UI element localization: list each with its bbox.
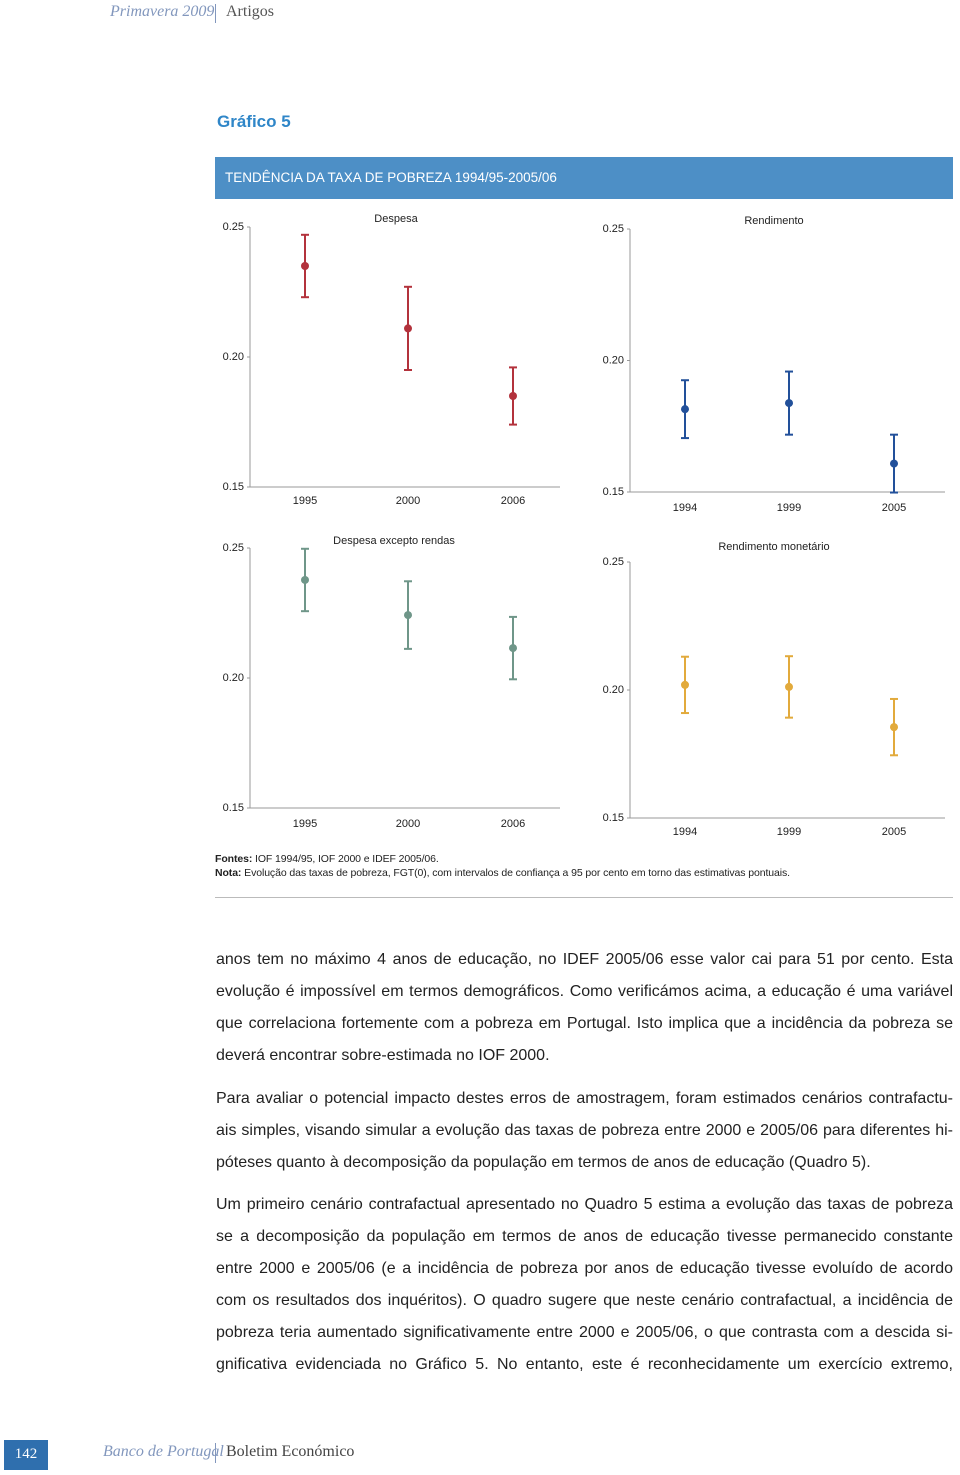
chart-title: Despesa <box>374 213 418 225</box>
text-line: Um primeiro cenário contrafactual aprese… <box>216 1196 953 1213</box>
section: Artigos <box>226 3 274 20</box>
figure-title: Gráfico 5 <box>217 112 291 131</box>
sources: Fontes: IOF 1994/95, IOF 2000 e IDEF 200… <box>215 853 439 865</box>
text-line: póteses quanto à decomposição da populaç… <box>216 1154 871 1171</box>
text-line: Para avaliar o potencial impacto destes … <box>216 1090 953 1107</box>
text-line: que correlaciona fortemente com a pobrez… <box>216 1015 953 1032</box>
text-line: evolução é impossível em termos demográf… <box>216 983 953 1000</box>
x-tick-label: 2000 <box>396 495 420 507</box>
point <box>890 459 898 468</box>
note-text: Evolução das taxas de pobreza, FGT(0), c… <box>244 867 790 879</box>
y-tick-label: 0.25 <box>603 223 624 235</box>
x-tick-label: 2005 <box>882 826 906 838</box>
x-tick-label: 1995 <box>293 495 317 507</box>
x-tick-label: 1995 <box>293 818 317 830</box>
sources-text: IOF 1994/95, IOF 2000 e IDEF 2005/06. <box>255 853 439 865</box>
page-number: 142 <box>14 1446 38 1462</box>
y-tick-label: 0.20 <box>603 684 624 696</box>
y-tick-label: 0.25 <box>223 221 244 233</box>
point <box>785 399 793 408</box>
y-tick-label: 0.15 <box>223 481 244 493</box>
issue: Primavera 2009 <box>110 3 215 20</box>
text-line: entre 2000 e 2005/06 (e a incidência de … <box>216 1260 953 1277</box>
point <box>785 682 793 691</box>
y-tick-label: 0.15 <box>603 812 624 824</box>
point <box>681 680 689 689</box>
note: Nota: Evolução das taxas de pobreza, FGT… <box>215 867 790 879</box>
chart-title: Rendimento <box>744 215 803 227</box>
text-line: anos tem no máximo 4 anos de educação, n… <box>216 951 953 968</box>
rule <box>215 897 953 898</box>
separator <box>215 4 216 23</box>
text-line: ais simples, visando simular a evolução … <box>216 1122 953 1139</box>
publication: Boletim Económico <box>226 1443 355 1460</box>
chart-title: Despesa excepto rendas <box>333 535 455 547</box>
x-tick-label: 2006 <box>501 818 525 830</box>
point <box>681 405 689 414</box>
y-tick-label: 0.25 <box>223 542 244 554</box>
note-label: Nota: <box>215 867 242 879</box>
text-line: deverá encontrar sobre-estimada no IOF 2… <box>216 1047 550 1064</box>
y-tick-label: 0.15 <box>223 802 244 814</box>
y-tick-label: 0.20 <box>223 672 244 684</box>
point <box>301 262 309 270</box>
banner <box>215 157 953 199</box>
x-tick-label: 2000 <box>396 818 420 830</box>
x-tick-label: 1994 <box>673 826 697 838</box>
point <box>301 575 309 584</box>
x-tick-label: 2006 <box>501 495 525 507</box>
sources-label: Fontes: <box>215 853 253 865</box>
publisher: Banco de Portugal <box>103 1443 224 1460</box>
text-line: gnificativa evidenciada no Gráfico 5. No… <box>216 1356 953 1373</box>
point <box>509 392 517 400</box>
text-line: com os resultados dos inquéritos). O qua… <box>216 1292 953 1309</box>
y-tick-label: 0.15 <box>603 486 624 498</box>
charts: Despesa 0.15 0.20 0.25 1995 2000 2006 Rendiment… <box>223 213 945 838</box>
point <box>890 723 898 732</box>
page-box <box>4 1440 48 1470</box>
point <box>404 324 412 333</box>
chart-title: Rendimento monetário <box>718 541 829 553</box>
text-line: se a decomposição da população em termos… <box>216 1228 953 1245</box>
y-tick-label: 0.25 <box>603 556 624 568</box>
x-tick-label: 2005 <box>882 502 906 514</box>
x-tick-label: 1999 <box>777 826 801 838</box>
y-tick-label: 0.20 <box>223 351 244 363</box>
separator <box>215 1443 216 1463</box>
x-tick-label: 1999 <box>777 502 801 514</box>
point <box>509 644 517 653</box>
figure-heading: TENDÊNCIA DA TAXA DE POBREZA 1994/95-200… <box>225 170 557 185</box>
y-tick-label: 0.20 <box>603 354 624 366</box>
x-tick-label: 1994 <box>673 502 697 514</box>
point <box>404 611 412 620</box>
text-line: pobreza teria aumentado significativamen… <box>216 1324 953 1341</box>
